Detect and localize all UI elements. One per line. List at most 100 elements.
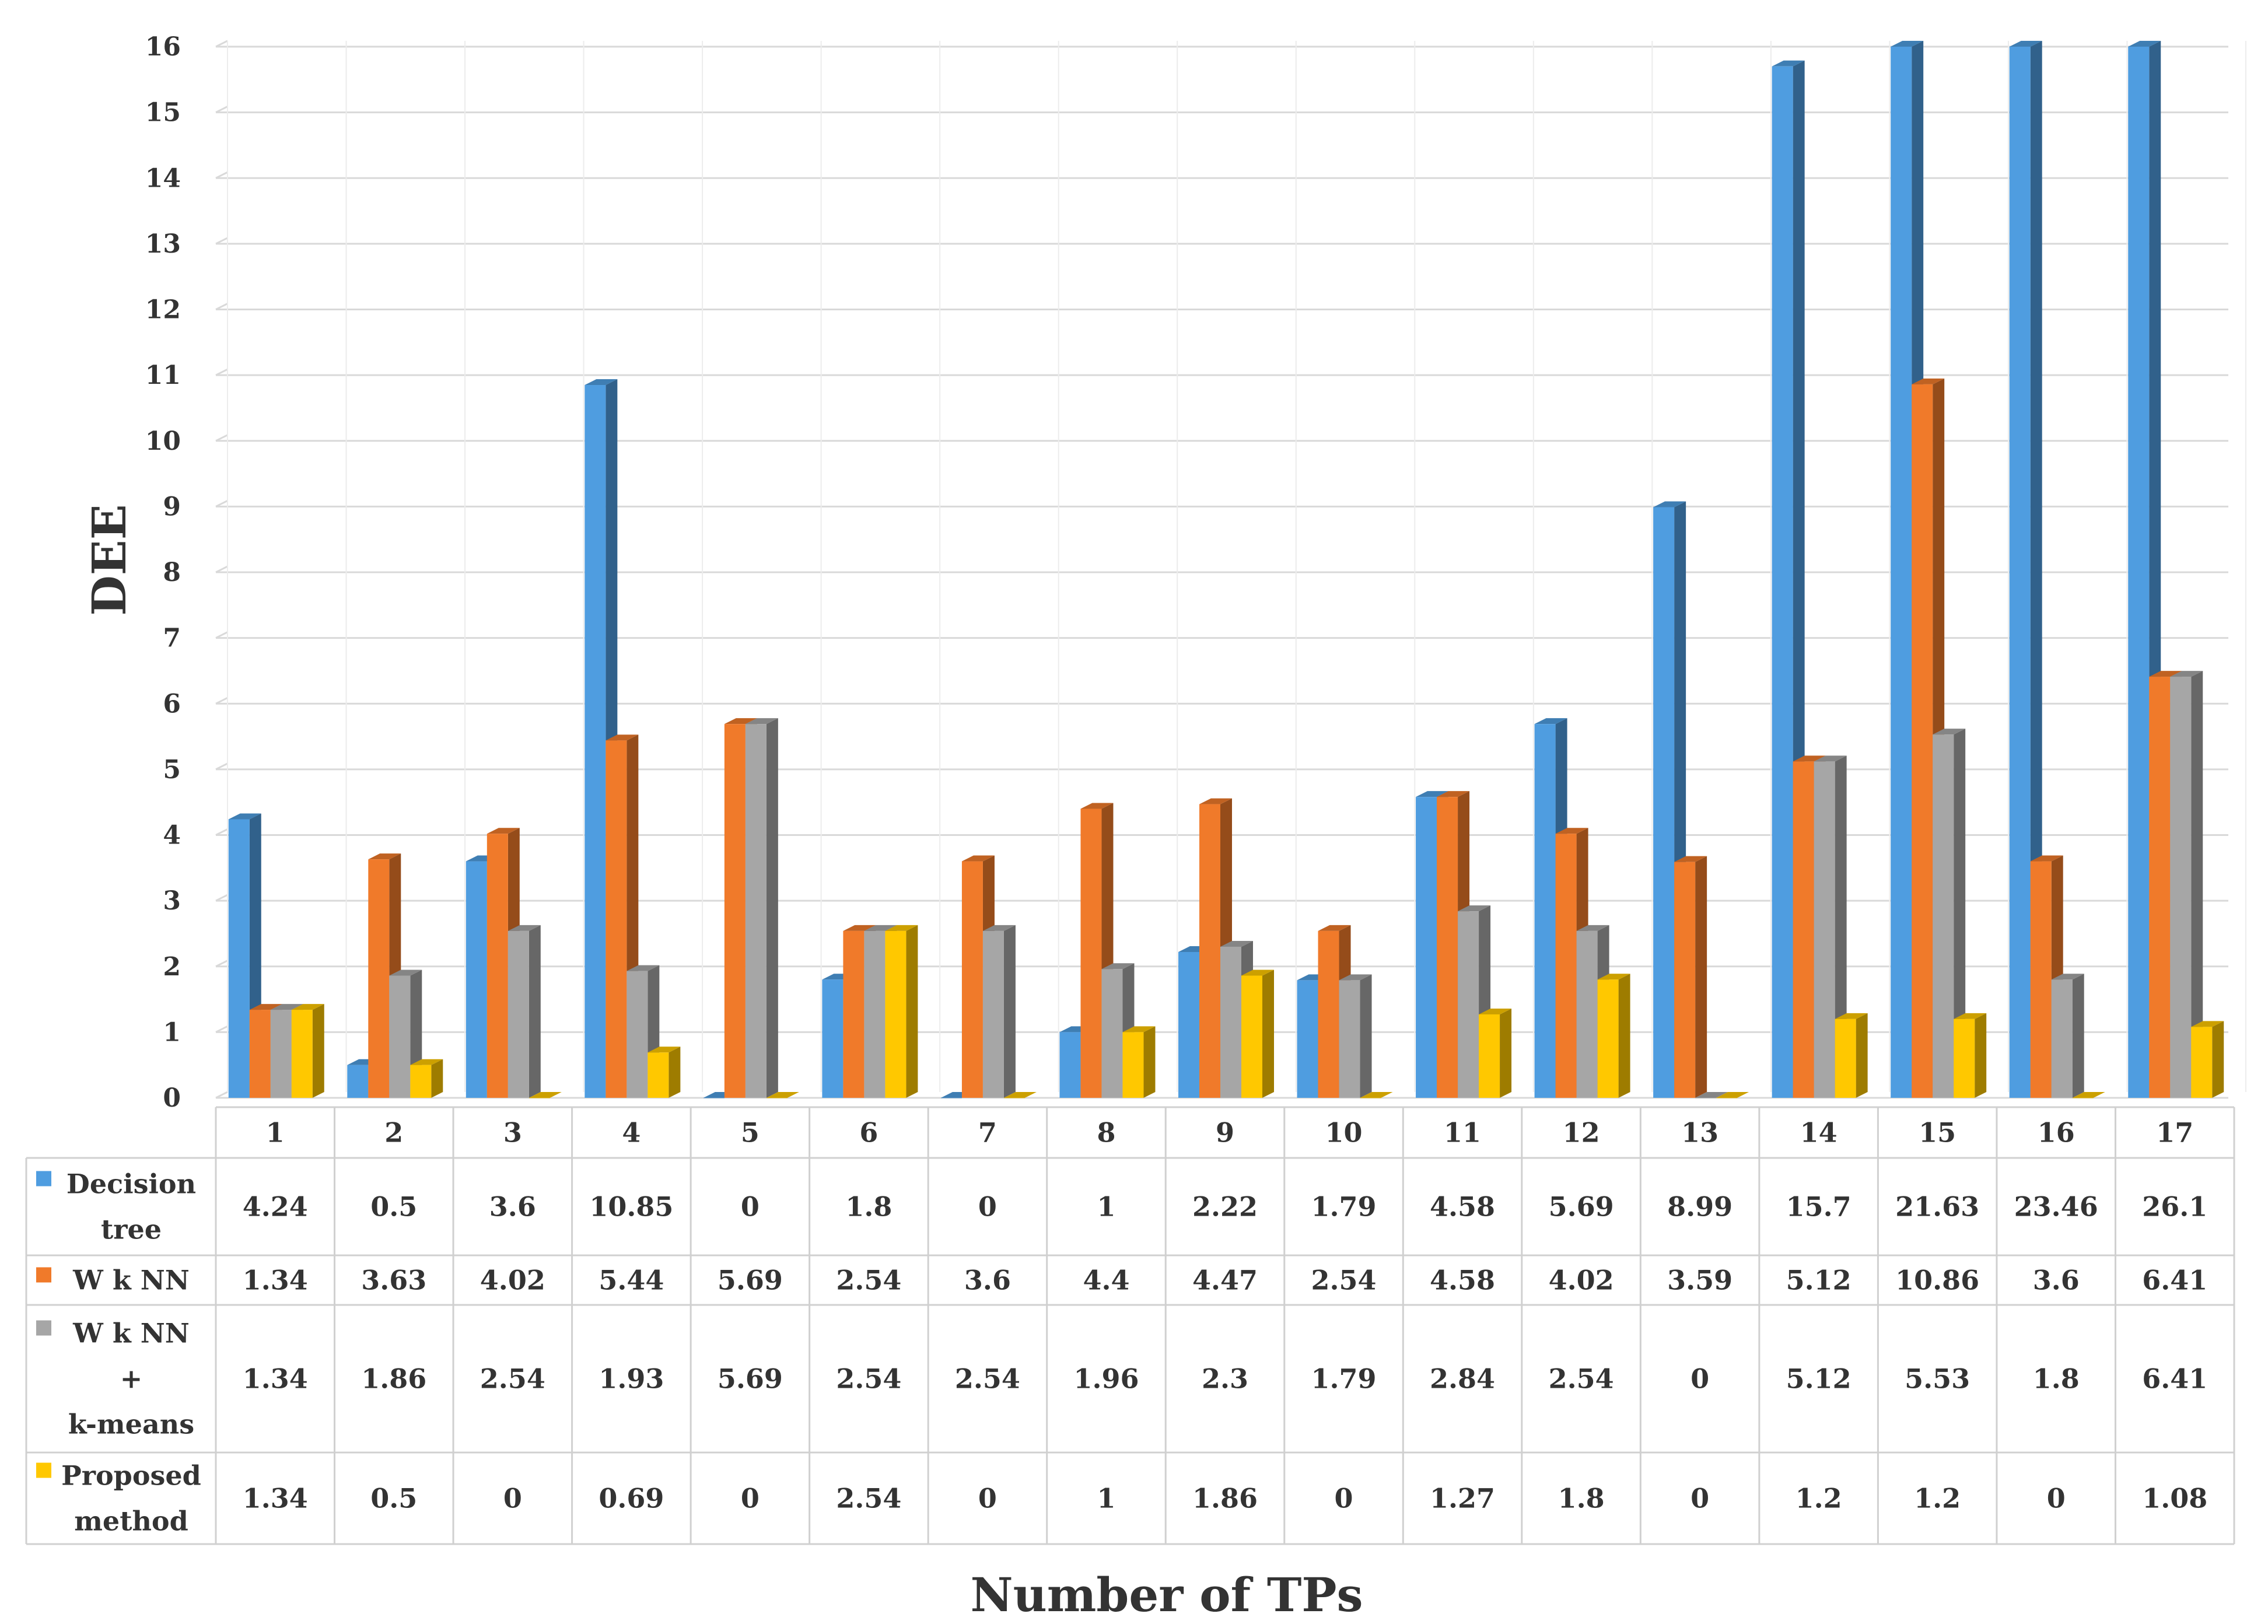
y-tick-label: 15 <box>145 98 181 128</box>
bar <box>1297 980 1318 1098</box>
bar-side <box>1262 970 1274 1098</box>
table-cell: 1.79 <box>1311 1363 1377 1395</box>
bar <box>1178 951 1199 1098</box>
legend-key <box>36 1267 51 1283</box>
bar-top <box>626 965 660 971</box>
bar <box>291 1010 313 1098</box>
table-cell: 2.54 <box>480 1363 545 1395</box>
y-tick-label: 0 <box>163 1083 181 1113</box>
bar <box>2191 1027 2213 1098</box>
category-label: 13 <box>1681 1117 1718 1149</box>
table-cell: 0 <box>1335 1483 1353 1514</box>
category-label: 3 <box>503 1117 522 1149</box>
legend-key <box>36 1462 51 1478</box>
table-cell: 2.54 <box>955 1363 1020 1395</box>
bar <box>2030 861 2052 1098</box>
table-cell: 1.2 <box>1796 1483 1842 1514</box>
category-label: 15 <box>1919 1117 1956 1149</box>
bar <box>1534 724 1556 1098</box>
legend-label: tree <box>101 1214 162 1245</box>
bar <box>1653 507 1675 1098</box>
bar <box>249 1010 271 1098</box>
bar-top <box>648 1046 681 1053</box>
bar-top <box>2149 671 2182 677</box>
bar-top <box>1318 925 1351 931</box>
y-tick-label: 10 <box>145 426 181 456</box>
gridline-depth <box>215 565 228 573</box>
bar-top <box>487 828 520 834</box>
table-cell: 1.2 <box>1914 1483 1961 1514</box>
table-cell: 3.63 <box>361 1265 426 1296</box>
bar-top <box>2030 855 2063 862</box>
bar <box>389 975 411 1098</box>
table-cell: 1.27 <box>1430 1483 1495 1514</box>
bar-top <box>1576 925 1609 931</box>
bar-top <box>864 925 897 931</box>
bar <box>487 834 508 1098</box>
legend-key <box>36 1320 51 1336</box>
category-label: 10 <box>1325 1117 1363 1149</box>
category-label: 12 <box>1563 1117 1600 1149</box>
bar <box>584 385 606 1098</box>
bar-side <box>906 925 918 1098</box>
bars <box>228 41 2224 1098</box>
bar <box>606 740 627 1098</box>
legend-label: k-means <box>68 1409 194 1440</box>
gridline-depth <box>215 696 228 705</box>
table-cell: 1 <box>1097 1483 1115 1514</box>
bar <box>843 930 864 1098</box>
table-cell: 3.6 <box>489 1191 536 1223</box>
legend-key <box>36 1171 51 1186</box>
bar-top <box>766 1092 799 1098</box>
bar <box>1479 1014 1500 1098</box>
legend-label: Decision <box>66 1168 196 1200</box>
y-tick-label: 11 <box>145 360 181 390</box>
bar-top <box>2170 671 2203 677</box>
bar-side <box>1618 974 1630 1098</box>
bar-top <box>1122 1026 1156 1032</box>
bar-top <box>584 379 618 386</box>
bar-top <box>389 970 422 976</box>
table-cell: 4.58 <box>1430 1265 1495 1296</box>
bar-top <box>1555 828 1588 834</box>
bar <box>1891 47 1912 1098</box>
bar-top <box>1199 798 1232 804</box>
gridline-depth <box>215 40 228 48</box>
table-cell: 6.41 <box>2142 1363 2207 1395</box>
table-cell: 3.59 <box>1667 1265 1732 1296</box>
table-cell: 23.46 <box>2014 1191 2098 1223</box>
bar-top <box>368 853 401 860</box>
bar-top <box>1674 856 1707 862</box>
bar-side <box>528 925 541 1098</box>
bar <box>1835 1019 1856 1098</box>
bar <box>2170 677 2192 1098</box>
gridline-depth <box>215 368 228 376</box>
bar-side <box>1835 755 1847 1098</box>
category-label: 11 <box>1444 1117 1481 1149</box>
gridline-depth <box>215 237 228 245</box>
bar-top <box>1360 1092 1393 1098</box>
table-cell: 0.5 <box>370 1191 417 1223</box>
bar <box>1080 808 1102 1098</box>
table-cell: 6.41 <box>2142 1265 2207 1296</box>
bar-top <box>1716 1092 1749 1098</box>
bar <box>1772 66 1793 1098</box>
y-tick-label: 14 <box>145 163 181 193</box>
bar-side <box>2030 41 2042 1098</box>
table-cell: 4.02 <box>1549 1265 1614 1296</box>
bar <box>1933 734 1954 1098</box>
bar-top <box>291 1004 324 1010</box>
category-label: 9 <box>1216 1117 1234 1149</box>
table-cell: 1.93 <box>598 1363 664 1395</box>
bar <box>626 971 648 1098</box>
y-tick-label: 13 <box>145 229 181 259</box>
bar <box>864 930 886 1098</box>
table-cell: 5.12 <box>1786 1363 1852 1395</box>
bar-top <box>1534 718 1567 724</box>
table-cell: 4.47 <box>1192 1265 1258 1296</box>
bar <box>1241 975 1262 1098</box>
bar-top <box>1695 1092 1728 1098</box>
table-cell: 4.24 <box>243 1191 308 1223</box>
table-cell: 0.5 <box>370 1483 417 1514</box>
bar-top <box>270 1004 303 1010</box>
